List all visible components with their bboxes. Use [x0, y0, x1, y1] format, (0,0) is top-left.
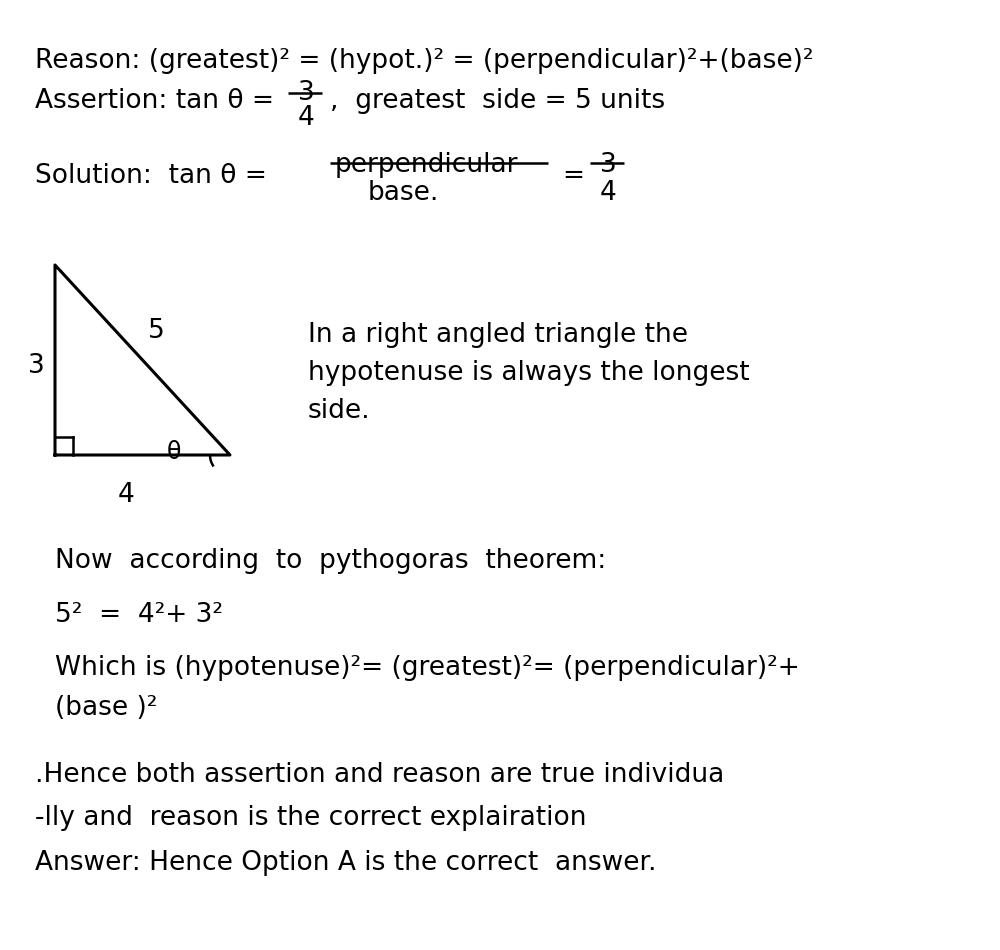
Text: 3: 3 — [28, 353, 45, 379]
Text: 4: 4 — [118, 482, 135, 508]
Text: .Hence both assertion and reason are true individua: .Hence both assertion and reason are tru… — [35, 762, 724, 788]
Text: =: = — [562, 163, 584, 189]
Text: (base )²: (base )² — [55, 695, 157, 721]
Text: Answer: Hence Option A is the correct  answer.: Answer: Hence Option A is the correct an… — [35, 850, 656, 876]
Text: 3: 3 — [298, 80, 315, 106]
Text: base.: base. — [368, 180, 439, 206]
Text: Which is (hypotenuse)²= (greatest)²= (perpendicular)²+: Which is (hypotenuse)²= (greatest)²= (pe… — [55, 655, 800, 681]
Text: side.: side. — [308, 398, 371, 424]
Text: 5: 5 — [148, 318, 165, 344]
Text: 4: 4 — [600, 180, 617, 206]
Text: Solution:  tan θ =: Solution: tan θ = — [35, 163, 275, 189]
Text: 3: 3 — [600, 152, 617, 178]
Text: In a right angled triangle the: In a right angled triangle the — [308, 322, 688, 348]
Text: Reason: (greatest)² = (hypot.)² = (perpendicular)²+(base)²: Reason: (greatest)² = (hypot.)² = (perpe… — [35, 48, 814, 74]
Text: Assertion: tan θ =: Assertion: tan θ = — [35, 88, 282, 114]
Text: ,  greatest  side = 5 units: , greatest side = 5 units — [330, 88, 665, 114]
Text: perpendicular: perpendicular — [335, 152, 518, 178]
Text: -lly and  reason is the correct explairation: -lly and reason is the correct explairat… — [35, 805, 586, 831]
Text: 4: 4 — [298, 105, 315, 131]
Text: hypotenuse is always the longest: hypotenuse is always the longest — [308, 360, 750, 386]
Text: θ: θ — [167, 440, 181, 464]
Text: 5²  =  4²+ 3²: 5² = 4²+ 3² — [55, 602, 223, 628]
Text: Now  according  to  pythogoras  theorem:: Now according to pythogoras theorem: — [55, 548, 606, 574]
